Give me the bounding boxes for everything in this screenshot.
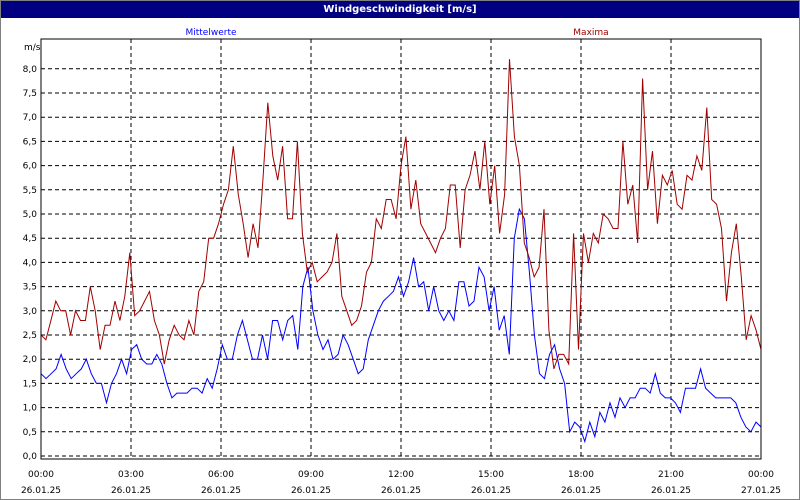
y-tick-label: 6,5	[23, 137, 37, 147]
x-tick-time: 21:00	[658, 470, 684, 480]
y-tick-label: 7,5	[23, 89, 37, 99]
x-tick-date: 26.01.25	[291, 486, 331, 496]
y-tick-label: 1,5	[23, 379, 37, 389]
y-tick-label: 5,5	[23, 186, 37, 196]
legend-maxima: Maxima	[573, 28, 608, 38]
y-tick-labels: 0,0 0,5 1,0 1,5 2,0 2,5 3,0 3,5 4,0 4,5 5,0 5,5 6,0 6…	[23, 65, 38, 462]
x-tick-time: 18:00	[568, 470, 594, 480]
x-tick-date: 26.01.25	[21, 486, 61, 496]
x-tick-labels: 00:00 26.01.25 03:00 26.01.25 06:00 26.01.25 0…	[21, 470, 781, 496]
plot-frame	[40, 38, 762, 460]
y-tick-label: 5,0	[23, 210, 38, 220]
x-tick-date: 26.01.25	[561, 486, 601, 496]
y-tick-label: 0,5	[23, 428, 37, 438]
x-tick-time: 00:00	[748, 470, 774, 480]
y-tick-label: 0,0	[23, 452, 38, 462]
y-tick-label: 7,0	[23, 113, 38, 123]
y-tick-label: 1,0	[23, 404, 38, 414]
series-line-maxima	[40, 59, 762, 370]
y-tick-label: 3,0	[23, 307, 38, 317]
y-tick-label: 2,5	[23, 331, 37, 341]
x-tick-time: 12:00	[388, 470, 414, 480]
x-tick-time: 09:00	[298, 470, 324, 480]
grid	[41, 39, 761, 459]
y-tick-label: 4,0	[23, 258, 38, 268]
window-title: Windgeschwindigkeit [m/s]	[1, 1, 799, 18]
legend-mittelwerte: Mittelwerte	[185, 28, 236, 38]
x-tick-date: 26.01.25	[471, 486, 511, 496]
series-lines	[40, 59, 762, 444]
x-tick-time: 03:00	[118, 470, 144, 480]
x-tick-time: 00:00	[28, 470, 54, 480]
series-line-mittelwerte	[40, 207, 762, 444]
y-tick-label: 8,0	[23, 65, 38, 75]
y-tick-label: 4,5	[23, 234, 37, 244]
x-tick-date: 26.01.25	[381, 486, 421, 496]
x-tick-time: 15:00	[478, 470, 504, 480]
y-tick-label: 6,0	[23, 162, 38, 172]
x-tick-date: 26.01.25	[111, 486, 151, 496]
y-axis-label: m/s	[24, 43, 41, 53]
y-tick-label: 2,0	[23, 355, 38, 365]
x-tick-date: 26.01.25	[201, 486, 241, 496]
x-tick-date: 27.01.25	[741, 486, 781, 496]
y-tick-label: 3,5	[23, 283, 37, 293]
x-tick-time: 06:00	[208, 470, 234, 480]
legend: Mittelwerte Maxima	[185, 28, 608, 38]
x-tick-date: 26.01.25	[651, 486, 691, 496]
